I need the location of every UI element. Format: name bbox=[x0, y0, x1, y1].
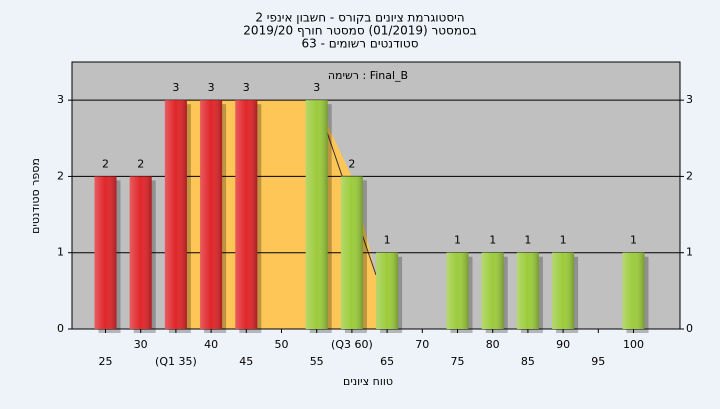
x-tick-label: 75 bbox=[451, 355, 465, 368]
chart-subtitle: סטודנטים רשומים - 63 bbox=[301, 37, 418, 51]
bar-shade bbox=[94, 176, 117, 329]
x-tick-label: 80 bbox=[486, 338, 500, 351]
bar-shade bbox=[200, 100, 223, 330]
x-tick-label: 95 bbox=[591, 355, 605, 368]
y-axis-label: מספר סטודנטים bbox=[29, 158, 42, 234]
bar-shade bbox=[305, 100, 328, 330]
y2-tick-label: 0 bbox=[686, 322, 693, 335]
bar-shade bbox=[164, 100, 187, 330]
y2-tick-label: 1 bbox=[686, 246, 693, 259]
value-label: 1 bbox=[630, 234, 637, 247]
value-label: 2 bbox=[348, 157, 355, 170]
bar-shade bbox=[129, 176, 152, 329]
y-tick-label: 1 bbox=[57, 246, 64, 259]
value-label: 1 bbox=[489, 234, 496, 247]
value-label: 1 bbox=[454, 234, 461, 247]
bar-shade bbox=[481, 252, 504, 329]
x-tick-label: (Q3 60) bbox=[331, 338, 373, 351]
bar-shade bbox=[622, 252, 645, 329]
x-tick-label: 90 bbox=[556, 338, 570, 351]
x-tick-label: 30 bbox=[134, 338, 148, 351]
value-label: 3 bbox=[313, 81, 320, 94]
x-tick-label: 100 bbox=[623, 338, 644, 351]
chart-subtitle: בסמסטר (01/2019) סמסטר חורף 2019/20 bbox=[243, 24, 476, 38]
y-tick-label: 3 bbox=[57, 93, 64, 106]
y2-tick-label: 2 bbox=[686, 169, 693, 182]
x-tick-label: 70 bbox=[415, 338, 429, 351]
y-tick-label: 2 bbox=[57, 169, 64, 182]
value-label: 2 bbox=[137, 157, 144, 170]
y2-tick-label: 3 bbox=[686, 93, 693, 106]
bar-shade bbox=[340, 176, 363, 329]
bar-shade bbox=[516, 252, 539, 329]
x-tick-label: 25 bbox=[99, 355, 113, 368]
x-axis-label: טווח ציונים bbox=[343, 375, 393, 388]
value-label: 2 bbox=[102, 157, 109, 170]
x-tick-label: 50 bbox=[275, 338, 289, 351]
bar-shade bbox=[235, 100, 258, 330]
annotation: רשימה : Final_B bbox=[328, 69, 408, 82]
value-label: 3 bbox=[243, 81, 250, 94]
value-label: 3 bbox=[172, 81, 179, 94]
value-label: 1 bbox=[524, 234, 531, 247]
bar-shade bbox=[376, 252, 399, 329]
x-tick-label: 40 bbox=[204, 338, 218, 351]
x-tick-label: 85 bbox=[521, 355, 535, 368]
bar-shade bbox=[446, 252, 469, 329]
y-tick-label: 0 bbox=[57, 322, 64, 335]
value-label: 1 bbox=[560, 234, 567, 247]
x-tick-label: 55 bbox=[310, 355, 324, 368]
bar-shade bbox=[552, 252, 575, 329]
x-tick-label: 65 bbox=[380, 355, 394, 368]
x-tick-label: 45 bbox=[239, 355, 253, 368]
x-tick-label: (Q1 35) bbox=[155, 355, 197, 368]
value-label: 1 bbox=[384, 234, 391, 247]
value-label: 3 bbox=[208, 81, 215, 94]
chart-title: היסטוגרמת ציונים בקורס - חשבון אינפי 2 bbox=[255, 11, 464, 25]
